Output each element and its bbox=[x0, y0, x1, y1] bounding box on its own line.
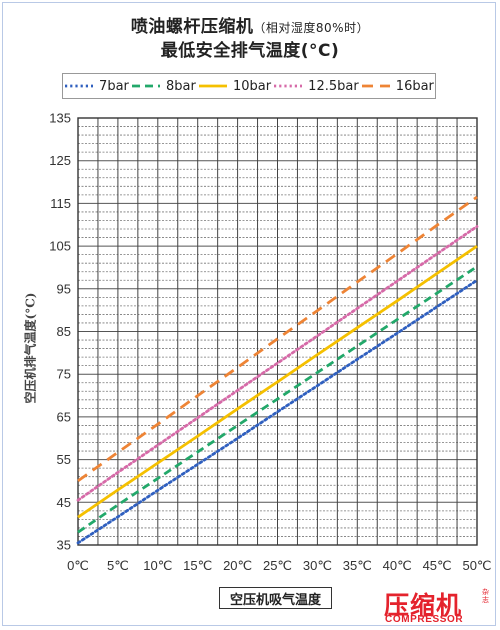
series-line-10bar bbox=[77, 244, 478, 519]
x-tick-label: 0℃ bbox=[67, 558, 89, 573]
logo-text-cn: 压缩机 bbox=[384, 591, 463, 620]
legend-swatch bbox=[361, 84, 390, 88]
y-tick-label: 105 bbox=[49, 239, 71, 254]
chart-legend: 7bar 8bar 10bar 12.5bar 16bar bbox=[62, 73, 436, 99]
y-tick-label: 65 bbox=[57, 409, 71, 424]
y-tick-label: 45 bbox=[57, 495, 71, 510]
y-tick-label: 125 bbox=[49, 153, 71, 168]
x-tick-label: 15℃ bbox=[183, 558, 212, 573]
y-tick-label: 135 bbox=[49, 111, 71, 126]
x-tick-label: 30℃ bbox=[303, 558, 332, 573]
chart-subtitle: 最低安全排气温度(°C) bbox=[160, 41, 340, 61]
legend-label: 8bar bbox=[166, 78, 196, 94]
chart-title-main: 喷油螺杆压缩机 bbox=[130, 17, 254, 37]
x-tick-label: 10℃ bbox=[143, 558, 172, 573]
legend-item-10bar: 10bar bbox=[198, 79, 271, 94]
logo-side-text: 杂志 bbox=[482, 588, 489, 604]
legend-label: 16bar bbox=[395, 78, 434, 94]
y-tick-label: 115 bbox=[50, 196, 71, 211]
legend-swatch bbox=[132, 84, 160, 88]
series-line-8bar bbox=[77, 265, 478, 534]
y-tick-label: 55 bbox=[57, 452, 71, 467]
legend-label: 10bar bbox=[232, 78, 272, 94]
x-tick-label: 40℃ bbox=[383, 558, 412, 573]
chart-title-note: （相对湿度80%时） bbox=[253, 21, 370, 35]
legend-item-7bar: 7bar bbox=[64, 79, 129, 94]
plot-area-border bbox=[77, 117, 478, 546]
chart-frame bbox=[2, 2, 496, 626]
chart-title: 喷油螺杆压缩机（相对湿度80%时） bbox=[0, 12, 500, 37]
plot-grid bbox=[77, 117, 478, 546]
y-tick-label: 35 bbox=[57, 538, 71, 553]
legend-label: 7bar bbox=[99, 78, 129, 94]
legend-item-16bar: 16bar bbox=[361, 79, 434, 94]
x-tick-label: 25℃ bbox=[263, 558, 292, 573]
x-tick-label: 35℃ bbox=[343, 558, 372, 573]
legend-item-12_5bar: 12.5bar bbox=[273, 79, 359, 94]
x-axis-label: 空压机吸气温度 bbox=[219, 587, 332, 609]
logo-text-en: COMPRESSOR bbox=[385, 614, 464, 625]
compressor-magazine-logo: 压缩机 COMPRESSOR 杂志 bbox=[384, 588, 494, 626]
y-tick-label: 95 bbox=[57, 281, 71, 296]
legend-item-8bar: 8bar bbox=[131, 79, 196, 94]
x-tick-label: 20℃ bbox=[223, 558, 252, 573]
x-tick-label: 45℃ bbox=[423, 558, 452, 573]
y-tick-label: 75 bbox=[57, 367, 71, 382]
legend-label: 12.5bar bbox=[308, 78, 359, 94]
x-tick-label: 50℃ bbox=[462, 558, 491, 573]
series-line-16bar bbox=[77, 195, 478, 483]
series-line-7bar bbox=[76, 278, 479, 545]
legend-swatch bbox=[198, 84, 227, 88]
x-tick-label: 5℃ bbox=[107, 558, 129, 573]
y-tick-label: 85 bbox=[57, 324, 71, 339]
